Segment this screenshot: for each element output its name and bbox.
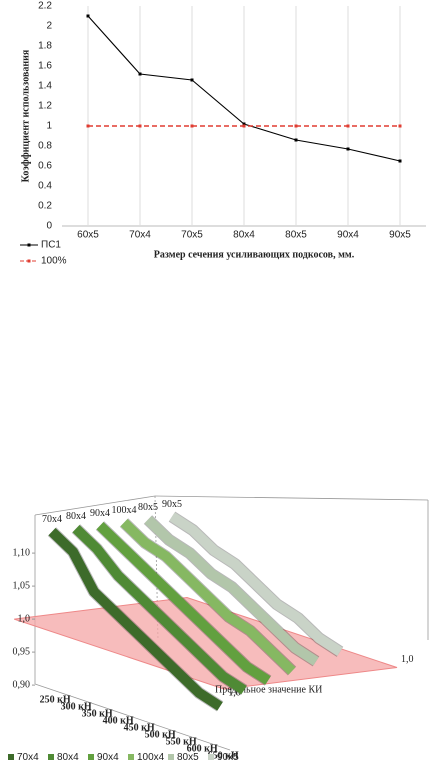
y-tick-label: 1,05	[13, 580, 31, 591]
point-marker	[398, 124, 402, 128]
y-tick-label: 0.4	[38, 181, 52, 192]
legend-label: 100x4	[137, 752, 165, 763]
y-tick-label: 0,95	[13, 646, 31, 657]
legend-label: 90x5	[217, 752, 239, 763]
legend-marker	[27, 243, 31, 247]
y-tick-label: 1.4	[38, 81, 52, 92]
x-tick-label: 250 кН	[40, 694, 71, 705]
x-axis-title: Размер сечения усиливающих подкосов, мм.	[154, 249, 355, 260]
y-tick-label: 0.6	[38, 161, 52, 172]
y-tick-label: 0.8	[38, 141, 52, 152]
point-marker	[398, 159, 402, 163]
x-tick-label: 650 кН	[208, 750, 239, 761]
y-tick-label: 1.2	[38, 101, 52, 112]
limit-label: 1,0	[401, 654, 414, 665]
x-tick-label: 90x5	[389, 230, 411, 241]
annotation: Предельное значение КИ	[215, 684, 322, 695]
y-tick-label: 0.2	[38, 201, 52, 212]
y-tick-label: 2.2	[38, 1, 52, 12]
x-tick-label: 550 кН	[166, 736, 197, 747]
ribbon	[169, 512, 343, 656]
ribbon-label: 90x5	[162, 499, 182, 510]
x-tick-label: 70x4	[129, 230, 151, 241]
point-marker	[190, 124, 194, 128]
ribbon-label: 70x4	[42, 514, 62, 525]
ribbon	[144, 515, 319, 666]
legend-label: 80x5	[177, 752, 199, 763]
legend-swatch	[168, 754, 174, 760]
point-marker	[242, 124, 246, 128]
x-tick-label: 600 кН	[187, 743, 218, 754]
ribbon	[48, 527, 223, 711]
point-marker	[138, 72, 142, 76]
point-marker	[242, 122, 246, 126]
point-marker	[86, 124, 90, 128]
legend-label: 80x4	[57, 752, 79, 763]
y-tick-label: 2	[46, 21, 52, 32]
legend-swatch	[88, 754, 94, 760]
point-marker	[294, 124, 298, 128]
y-tick-label: 1,0	[18, 613, 31, 624]
x-tick-label: 450 кН	[124, 722, 155, 733]
x-tick-label: 90x4	[337, 230, 359, 241]
legend-label: ПС1	[41, 240, 61, 251]
ribbon	[96, 521, 271, 685]
x-tick-label: 80x5	[285, 230, 307, 241]
ribbon-label: 90x4	[90, 508, 110, 519]
limit-label: 1,0	[228, 687, 241, 698]
legend-swatch	[48, 754, 54, 760]
x-tick-label: 400 кН	[103, 715, 134, 726]
ribbon	[72, 524, 247, 695]
point-marker	[346, 124, 350, 128]
x-tick-label: 350 кН	[82, 708, 113, 719]
x-tick-label: 300 кН	[61, 701, 92, 712]
ribbon	[120, 518, 296, 675]
legend-marker	[27, 259, 31, 263]
x-tick-label: 70x5	[181, 230, 203, 241]
legend-swatch	[8, 754, 14, 760]
x-tick-label: 80x4	[233, 230, 255, 241]
point-marker	[86, 14, 90, 18]
legend-swatch	[208, 754, 214, 760]
legend-label: 100%	[41, 256, 67, 267]
ribbon-label: 80x4	[66, 511, 86, 522]
y-tick-label: 1	[46, 121, 52, 132]
point-marker	[138, 124, 142, 128]
y-tick-label: 0	[46, 221, 52, 232]
x-tick-label: 500 кН	[145, 729, 176, 740]
legend-label: 70x4	[17, 752, 39, 763]
ribbon-label: 80x5	[138, 502, 158, 513]
legend-swatch	[128, 754, 134, 760]
y-axis-title: Коэффициент использования	[20, 49, 31, 182]
y-tick-label: 1.8	[38, 41, 52, 52]
limit-plane	[14, 596, 398, 690]
y-tick-label: 1.6	[38, 61, 52, 72]
point-marker	[346, 147, 350, 151]
y-tick-label: 1,10	[13, 547, 31, 558]
legend-label: 90x4	[97, 752, 119, 763]
y-tick-label: 0,90	[13, 679, 31, 690]
point-marker	[190, 78, 194, 82]
ribbon-label: 100x4	[112, 505, 137, 516]
x-tick-label: 60x5	[77, 230, 99, 241]
point-marker	[294, 138, 298, 142]
